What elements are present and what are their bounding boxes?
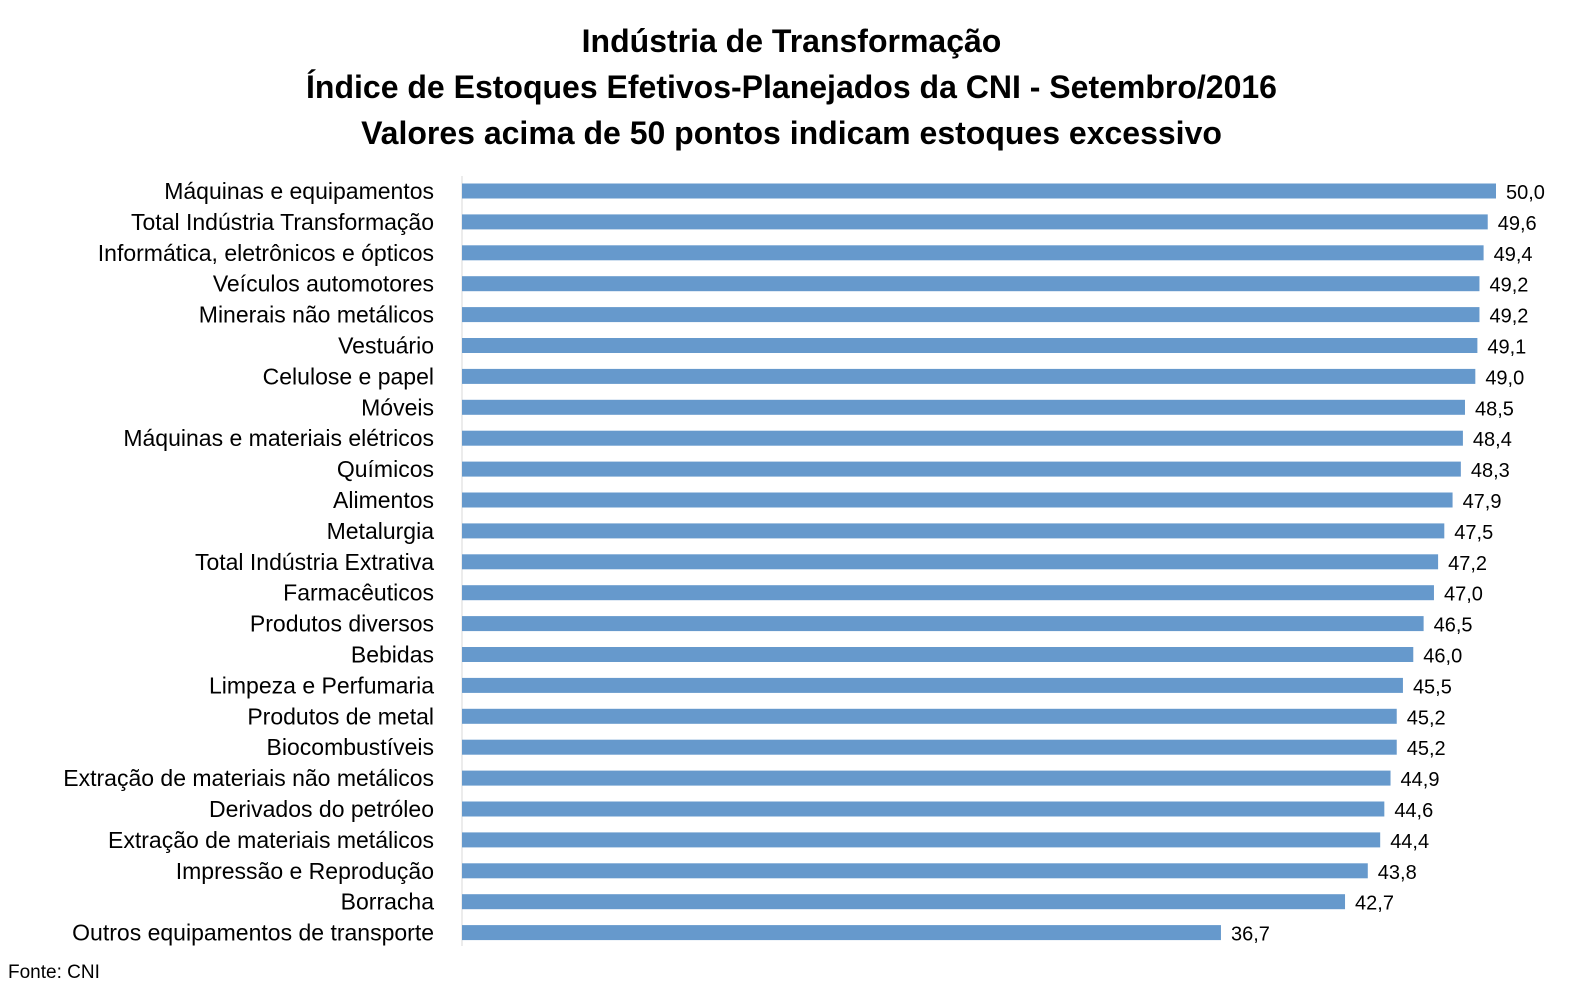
- data-label: 42,7: [1355, 893, 1394, 915]
- category-label: Químicos: [337, 456, 434, 482]
- category-label: Biocombustíveis: [267, 734, 434, 760]
- source-note: Fonte: CNI: [8, 962, 100, 983]
- data-label: 49,0: [1485, 367, 1524, 389]
- chart-title: Indústria de Transformação Índice de Est…: [0, 18, 1583, 156]
- bar: [462, 832, 1381, 848]
- data-label: 44,9: [1401, 769, 1440, 791]
- bar: [462, 925, 1221, 941]
- data-label: 44,6: [1394, 800, 1433, 822]
- bar: [462, 616, 1424, 632]
- category-label: Outros equipamentos de transporte: [72, 920, 434, 946]
- data-label: 47,5: [1454, 522, 1493, 544]
- bar: [462, 523, 1445, 539]
- category-label: Produtos de metal: [247, 703, 434, 729]
- bar: [462, 183, 1496, 199]
- bar: [462, 399, 1465, 415]
- bar: [462, 801, 1385, 817]
- category-label: Derivados do petróleo: [209, 796, 434, 822]
- category-label: Minerais não metálicos: [199, 302, 434, 328]
- category-label: Impressão e Reprodução: [176, 858, 434, 884]
- category-label: Produtos diversos: [250, 611, 434, 637]
- bar: [462, 585, 1434, 601]
- chart-title-line-2: Índice de Estoques Efetivos-Planejados d…: [306, 69, 1277, 105]
- category-label: Vestuário: [338, 333, 434, 359]
- data-label: 48,3: [1471, 460, 1510, 482]
- category-label: Informática, eletrônicos e ópticos: [98, 240, 434, 266]
- bar: [462, 739, 1397, 755]
- data-label: 48,4: [1473, 429, 1512, 451]
- category-label: Veículos automotores: [213, 271, 434, 297]
- category-label: Limpeza e Perfumaria: [209, 672, 434, 698]
- category-label: Extração de materiais não metálicos: [63, 765, 434, 791]
- bar: [462, 368, 1476, 384]
- category-label: Máquinas e equipamentos: [164, 178, 434, 204]
- bar: [462, 307, 1480, 323]
- data-label: 49,2: [1489, 275, 1528, 297]
- data-label: 47,0: [1444, 584, 1483, 606]
- category-label: Total Indústria Extrativa: [195, 549, 434, 575]
- data-label: 50,0: [1506, 182, 1545, 204]
- data-label: 49,2: [1489, 306, 1528, 328]
- data-label: 49,6: [1498, 213, 1537, 235]
- data-label: 45,2: [1407, 707, 1446, 729]
- data-label: 45,5: [1413, 676, 1452, 698]
- bar: [462, 245, 1484, 261]
- data-label: 44,4: [1390, 831, 1429, 853]
- bar: [462, 276, 1480, 292]
- data-label: 47,9: [1463, 491, 1502, 513]
- data-label: 49,1: [1487, 337, 1526, 359]
- bar: [462, 214, 1488, 230]
- category-label: Farmacêuticos: [283, 580, 434, 606]
- category-label: Móveis: [361, 394, 434, 420]
- category-label: Extração de materiais metálicos: [108, 827, 434, 853]
- bar: [462, 492, 1453, 508]
- category-label: Borracha: [341, 889, 435, 915]
- bar: [462, 677, 1403, 693]
- category-label: Celulose e papel: [263, 363, 434, 389]
- bar: [462, 894, 1346, 910]
- bar: [462, 554, 1439, 570]
- data-label: 47,2: [1448, 553, 1487, 575]
- category-label: Bebidas: [351, 642, 434, 668]
- bar: [462, 461, 1461, 477]
- bar: [462, 338, 1478, 353]
- data-label: 43,8: [1378, 862, 1417, 884]
- data-label: 46,0: [1423, 646, 1462, 668]
- data-label: 48,5: [1475, 398, 1514, 420]
- category-label: Total Indústria Transformação: [131, 209, 434, 235]
- category-label: Alimentos: [333, 487, 434, 513]
- bar: [462, 430, 1463, 446]
- bar: [462, 708, 1397, 724]
- category-label: Metalurgia: [327, 518, 435, 544]
- data-label: 36,7: [1231, 924, 1270, 946]
- data-label: 49,4: [1494, 244, 1533, 266]
- chart-title-line-3: Valores acima de 50 pontos indicam estoq…: [361, 115, 1222, 151]
- bar: [462, 863, 1368, 879]
- chart-title-line-1: Indústria de Transformação: [581, 23, 1002, 59]
- data-label: 46,5: [1434, 615, 1473, 637]
- data-label: 45,2: [1407, 738, 1446, 760]
- bar: [462, 770, 1391, 786]
- bar: [462, 647, 1414, 662]
- category-label: Máquinas e materiais elétricos: [123, 425, 434, 451]
